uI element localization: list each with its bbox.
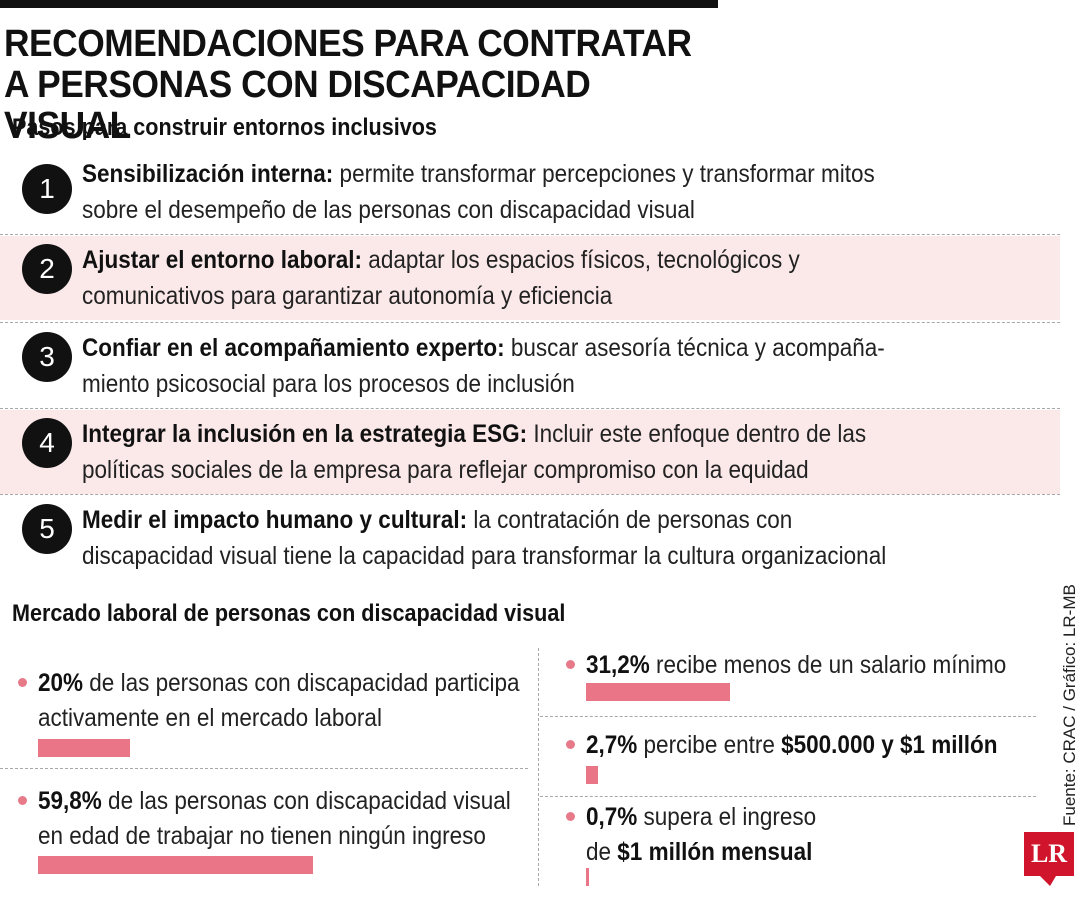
page-title: RECOMENDACIONES PARA CONTRATAR A PERSONA… <box>4 24 692 147</box>
stat-desc-line-1: de las personas con discapacidad visual <box>101 787 511 815</box>
step-title: Confiar en el acompañamiento experto: <box>82 334 505 362</box>
divider <box>0 768 528 769</box>
column-divider <box>538 648 539 886</box>
step-desc-line-2: miento psicosocial para los procesos de … <box>82 370 575 398</box>
stat-bar <box>586 868 589 886</box>
stat-desc-line-2: activamente en el mercado laboral <box>38 704 382 732</box>
step-desc-line-1: permite transformar percepciones y trans… <box>333 160 875 188</box>
step-item: 3 Confiar en el acompañamiento experto: … <box>0 324 1060 408</box>
step-text: Integrar la inclusión en la estrategia E… <box>82 416 892 488</box>
step-text: Sensibilización interna: permite transfo… <box>82 156 892 228</box>
bullet-dot-icon <box>18 678 27 687</box>
stat-bar <box>586 766 598 784</box>
bullet-dot-icon <box>18 796 27 805</box>
step-desc-line-2: discapacidad visual tiene la capacidad p… <box>82 542 887 570</box>
stat-amount: $500.000 y $1 millón <box>781 731 998 759</box>
step-item: 1 Sensibilización interna: permite trans… <box>0 152 1060 236</box>
divider <box>540 796 1036 797</box>
bullet-dot-icon <box>566 812 575 821</box>
divider <box>0 234 1060 235</box>
stat-desc-line-1: recibe menos de un salario mínimo <box>649 651 1007 679</box>
stat-percentage: 31,2% <box>586 651 650 679</box>
step-number-badge: 5 <box>22 504 72 554</box>
stat-desc-line-2-prefix: de <box>586 838 618 866</box>
step-desc-line-2: políticas sociales de la empresa para re… <box>82 456 809 484</box>
stat-desc-line-1: de las personas con discapacidad partici… <box>83 669 520 697</box>
stat-item: 2,7% percibe entre $500.000 y $1 millón <box>566 728 1043 763</box>
stat-percentage: 20% <box>38 669 84 697</box>
stat-text: 0,7% supera el ingreso de $1 millón mens… <box>586 800 816 870</box>
stat-desc-line-2: en edad de trabajar no tienen ningún ing… <box>38 822 486 850</box>
stat-item: 0,7% supera el ingreso de $1 millón mens… <box>566 800 842 870</box>
stat-amount: $1 millón mensual <box>617 838 813 866</box>
divider <box>0 408 1060 409</box>
lr-logo: LR <box>1024 832 1074 876</box>
step-desc-line-1: adaptar los espacios físicos, tecnológic… <box>362 246 800 274</box>
stat-text: 31,2% recibe menos de un salario mínimo <box>586 648 1006 683</box>
step-number-badge: 2 <box>22 244 72 294</box>
stat-bar <box>38 856 313 874</box>
stat-percentage: 2,7% <box>586 731 638 759</box>
divider <box>0 322 1060 323</box>
divider <box>0 494 1060 495</box>
bullet-dot-icon <box>566 740 575 749</box>
page-title-line-1: RECOMENDACIONES PARA CONTRATAR <box>4 23 692 65</box>
stat-item: 59,8% de las personas con discapacidad v… <box>18 784 563 854</box>
stat-desc-line-1: percibe entre <box>637 731 782 759</box>
stat-bar <box>38 739 130 757</box>
page-title-line-2: A PERSONAS CON DISCAPACIDAD VISUAL <box>4 64 591 147</box>
step-item: 4 Integrar la inclusión en la estrategia… <box>0 410 1060 494</box>
step-title: Integrar la inclusión en la estrategia E… <box>82 420 528 448</box>
top-rule <box>0 0 718 8</box>
step-item: 5 Medir el impacto humano y cultural: la… <box>0 496 1060 580</box>
step-text: Medir el impacto humano y cultural: la c… <box>82 502 892 574</box>
step-number-badge: 1 <box>22 164 72 214</box>
source-credit: Fuente: CRAC / Gráfico: LR-MB <box>1060 584 1079 826</box>
stat-item: 20% de las personas con discapacidad par… <box>18 666 573 736</box>
step-desc-line-1: la contratación de personas con <box>467 506 793 534</box>
step-title: Sensibilización interna: <box>82 160 334 188</box>
stat-text: 2,7% percibe entre $500.000 y $1 millón <box>586 728 998 763</box>
step-title: Medir el impacto humano y cultural: <box>82 506 468 534</box>
market-heading: Mercado laboral de personas con discapac… <box>12 600 566 627</box>
steps-heading: Pasos para construir entornos inclusivos <box>12 114 437 141</box>
step-number-badge: 4 <box>22 418 72 468</box>
step-desc-line-2: comunicativos para garantizar autonomía … <box>82 282 613 310</box>
step-title: Ajustar el entorno laboral: <box>82 246 363 274</box>
step-item: 2 Ajustar el entorno laboral: adaptar lo… <box>0 236 1060 320</box>
stat-text: 20% de las personas con discapacidad par… <box>38 666 520 736</box>
step-number-badge: 3 <box>22 332 72 382</box>
step-text: Ajustar el entorno laboral: adaptar los … <box>82 242 892 314</box>
lr-logo-tail-icon <box>1040 876 1056 886</box>
stat-percentage: 59,8% <box>38 787 102 815</box>
stat-desc-line-1: supera el ingreso <box>637 803 817 831</box>
stat-item: 31,2% recibe menos de un salario mínimo <box>566 648 1053 683</box>
divider <box>540 716 1036 717</box>
stat-bar <box>586 683 730 701</box>
step-desc-line-1: buscar asesoría técnica y acompaña- <box>504 334 885 362</box>
stat-percentage: 0,7% <box>586 803 638 831</box>
stat-text: 59,8% de las personas con discapacidad v… <box>38 784 511 854</box>
step-desc-line-1: Incluir este enfoque dentro de las <box>527 420 867 448</box>
bullet-dot-icon <box>566 660 575 669</box>
step-desc-line-2: sobre el desempeño de las personas con d… <box>82 196 695 224</box>
step-text: Confiar en el acompañamiento experto: bu… <box>82 330 892 402</box>
